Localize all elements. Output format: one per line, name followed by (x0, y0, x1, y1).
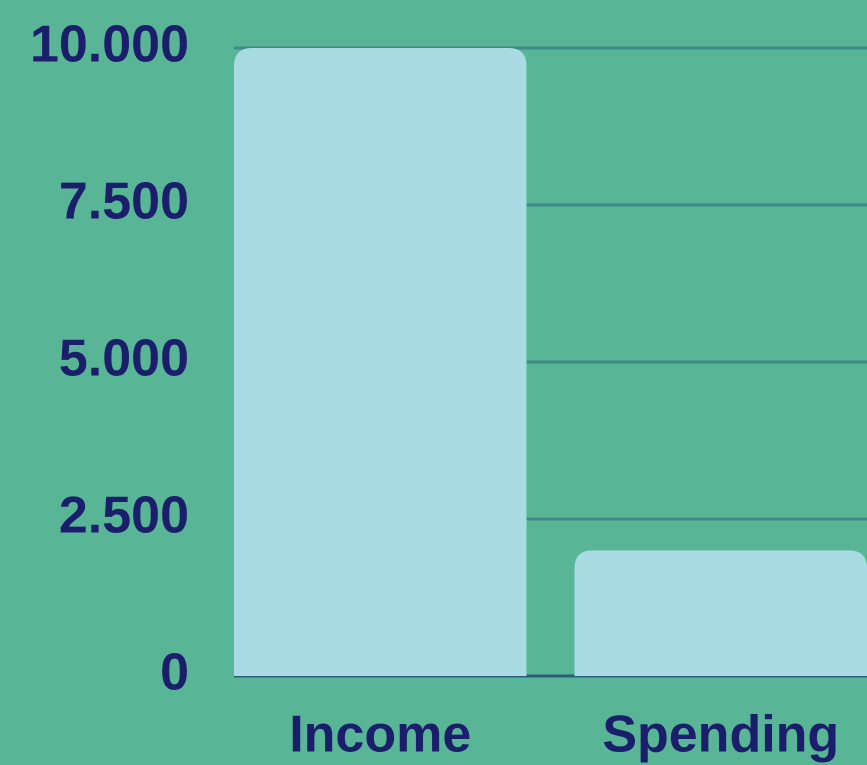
x-tick-label: Income (289, 706, 471, 764)
x-tick-label: Spending (602, 706, 839, 764)
y-tick-label: 10.000 (30, 16, 189, 74)
bar (234, 48, 527, 676)
y-tick-label: 5.000 (59, 330, 189, 388)
bar (574, 550, 867, 676)
y-tick-label: 2.500 (59, 487, 189, 545)
y-tick-label: 7.500 (59, 173, 189, 231)
y-tick-label: 0 (160, 644, 189, 702)
